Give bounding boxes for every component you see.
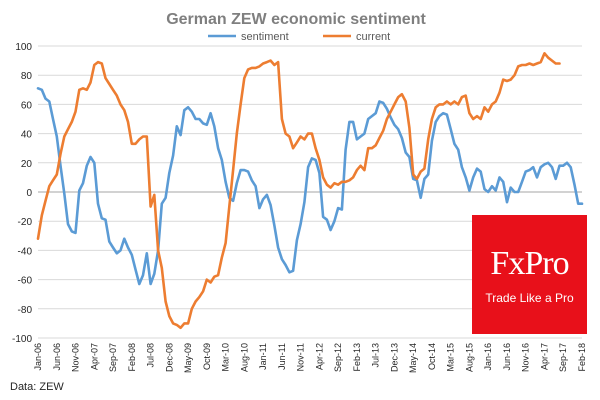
x-tick-label: Apr-17 — [539, 343, 549, 370]
x-tick-label: Feb-08 — [127, 343, 137, 372]
x-tick-label: Aug-15 — [464, 343, 474, 372]
logo-mark: FxPro — [490, 245, 569, 282]
x-tick-label: May-09 — [183, 343, 193, 373]
legend-label-current: current — [356, 31, 390, 43]
y-tick-label: 100 — [15, 42, 32, 53]
x-tick-label: Aug-10 — [239, 343, 249, 372]
y-tick-label: 0 — [26, 188, 32, 199]
x-tick-label: Jul-13 — [371, 343, 381, 368]
fxpro-logo: FxPro Trade Like a Pro — [472, 215, 587, 334]
x-tick-label: Jan-11 — [258, 343, 268, 370]
logo-slogan: Trade Like a Pro — [485, 291, 574, 305]
y-tick-label: -40 — [18, 246, 33, 257]
x-tick-label: Jun-16 — [502, 343, 512, 371]
x-tick-label: May-14 — [408, 343, 418, 373]
series-group — [36, 52, 584, 330]
x-tick-label: Jan-06 — [33, 343, 43, 371]
x-tick-label: Feb-13 — [352, 343, 362, 372]
x-tick-label: Feb-18 — [577, 343, 587, 372]
x-tick-label: Jun-11 — [277, 343, 287, 370]
y-tick-label: 60 — [21, 100, 33, 111]
y-tick-label: 80 — [21, 71, 33, 82]
x-tick-label: Dec-08 — [164, 343, 174, 372]
x-axis: Jan-06 Jun-06 Nov-06 Apr-07 Sep-07 Feb-08 Jul-… — [33, 343, 587, 373]
data-source: Data: ZEW — [10, 381, 64, 393]
x-tick-label: Mar-10 — [221, 343, 231, 372]
x-tick-label: Oct-14 — [427, 343, 437, 370]
y-tick-label: -20 — [18, 217, 33, 228]
x-tick-label: Jun-06 — [52, 343, 62, 371]
y-tick-label: 20 — [21, 159, 33, 170]
x-tick-label: Nov-16 — [521, 343, 531, 372]
x-tick-label: Mar-15 — [446, 343, 456, 372]
x-tick-label: Nov-06 — [71, 343, 81, 372]
x-tick-label: Apr-07 — [89, 343, 99, 370]
y-tick-label: -80 — [18, 305, 33, 316]
y-axis: -100 -80 -60 -40 -20 0 20 40 60 80 100 — [12, 42, 32, 345]
chart-title: German ZEW economic sentiment — [166, 11, 426, 28]
x-tick-label: Apr-12 — [314, 343, 324, 370]
x-tick-label: Nov-11 — [296, 343, 306, 371]
x-tick-label: Oct-09 — [202, 343, 212, 370]
y-tick-label: -60 — [18, 276, 33, 287]
x-tick-label: Dec-13 — [389, 343, 399, 372]
x-tick-label: Sep-17 — [558, 343, 568, 372]
x-tick-label: Jan-16 — [483, 343, 493, 371]
x-tick-label: Jul-08 — [146, 343, 156, 368]
y-tick-label: -100 — [12, 334, 32, 345]
x-tick-label: Sep-07 — [108, 343, 118, 372]
y-tick-label: 40 — [21, 130, 33, 141]
series-line-sentiment — [36, 87, 584, 286]
legend: sentiment current — [208, 31, 390, 43]
x-tick-label: Sep-12 — [333, 343, 343, 372]
legend-label-sentiment: sentiment — [241, 31, 289, 43]
series-line-current — [36, 52, 561, 330]
